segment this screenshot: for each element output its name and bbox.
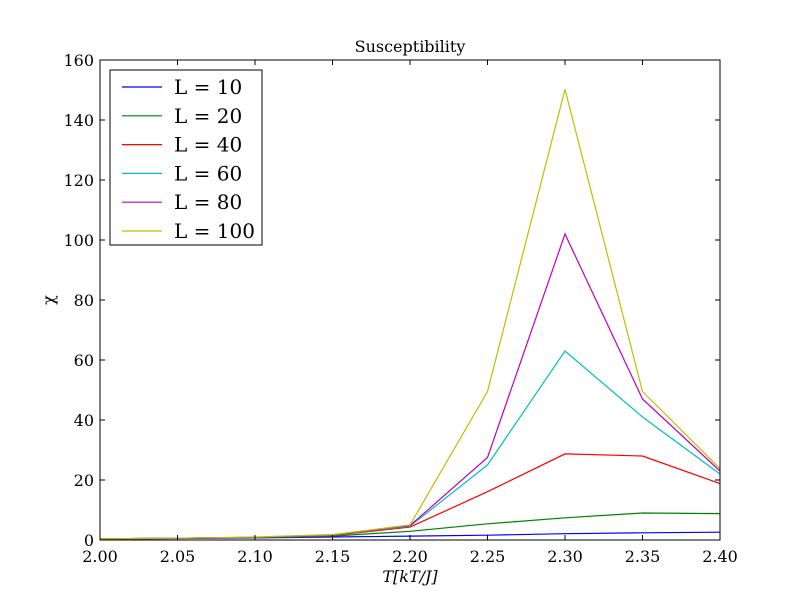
series-line-4	[99, 232, 721, 540]
y-tick-labels: 0 20 40 60 80 100 120 140 160	[63, 51, 94, 550]
x-tick-label: 2.30	[547, 547, 583, 566]
x-tick-label: 2.20	[392, 547, 428, 566]
x-tick-label: 2.05	[160, 547, 196, 566]
y-tick-label: 160	[63, 51, 94, 70]
x-tick-label: 2.25	[470, 547, 506, 566]
legend-label-0: L = 10	[174, 75, 242, 99]
axis-ticks	[99, 59, 721, 541]
x-tick-label: 2.40	[702, 547, 738, 566]
y-tick-label: 120	[63, 171, 94, 190]
x-tick-label: 2.15	[315, 547, 351, 566]
series-line-5	[99, 89, 721, 540]
legend-label-2: L = 40	[174, 133, 242, 157]
y-tick-label: 140	[63, 111, 94, 130]
legend: L = 10 L = 20 L = 40 L = 60 L = 80 L = 100	[109, 69, 263, 246]
y-axis-label: χ	[39, 295, 58, 305]
y-tick-label: 80	[74, 291, 94, 310]
legend-label-3: L = 60	[174, 161, 242, 185]
y-tick-label: 60	[74, 351, 94, 370]
x-tick-labels: 2.00 2.05 2.10 2.15 2.20 2.25 2.30 2.35 2.40	[82, 547, 738, 566]
legend-label-5: L = 100	[174, 219, 255, 243]
legend-label-1: L = 20	[174, 104, 242, 128]
chart-title: Susceptibility	[355, 37, 466, 56]
legend-label-4: L = 80	[174, 190, 242, 214]
plot-lines	[99, 89, 721, 540]
x-tick-label: 2.10	[237, 547, 273, 566]
series-line-3	[99, 350, 721, 540]
y-tick-label: 20	[74, 471, 94, 490]
x-tick-label: 2.00	[82, 547, 118, 566]
x-axis-label: T[kT/J]	[382, 567, 438, 586]
y-tick-label: 0	[84, 531, 94, 550]
legend-items: L = 10 L = 20 L = 40 L = 60 L = 80 L = 100	[122, 75, 255, 243]
x-tick-label: 2.35	[625, 547, 661, 566]
y-tick-label: 100	[63, 231, 94, 250]
y-tick-label: 40	[74, 411, 94, 430]
legend-frame	[109, 69, 263, 246]
